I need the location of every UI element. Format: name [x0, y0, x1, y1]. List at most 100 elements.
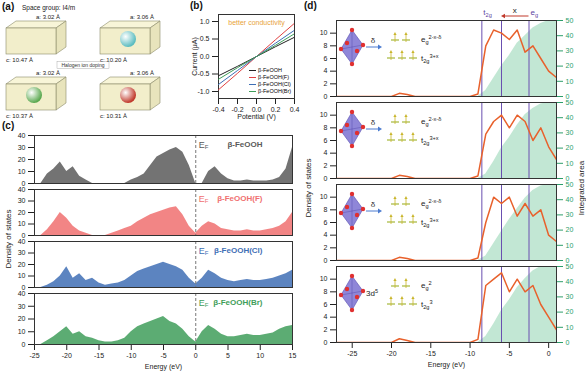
svg-text:2: 2	[324, 244, 328, 251]
svg-text:eg2: eg2	[421, 280, 432, 292]
svg-text:F: F	[205, 302, 209, 308]
svg-text:β-FeOOH(Cl): β-FeOOH(Cl)	[214, 246, 263, 255]
svg-text:40: 40	[18, 132, 26, 139]
svg-text:eg2-x-δ: eg2-x-δ	[421, 116, 441, 128]
svg-text:20: 20	[566, 308, 574, 315]
svg-text:10: 10	[320, 29, 328, 36]
svg-text:10: 10	[566, 78, 574, 85]
svg-text:eg: eg	[531, 8, 539, 18]
svg-text:10: 10	[256, 352, 264, 359]
svg-text:20: 20	[566, 62, 574, 69]
svg-text:F: F	[205, 250, 209, 256]
svg-text:c: 10.47 Å: c: 10.47 Å	[6, 57, 33, 63]
svg-text:10: 10	[320, 275, 328, 282]
svg-text:20: 20	[18, 315, 26, 322]
svg-text:4: 4	[324, 67, 328, 74]
svg-text:40: 40	[566, 278, 574, 285]
svg-text:0: 0	[324, 257, 328, 264]
svg-text:0: 0	[324, 175, 328, 182]
svg-text:a: 3.06 Å: a: 3.06 Å	[130, 70, 154, 76]
svg-text:β-FeOOH: β-FeOOH	[227, 140, 262, 149]
svg-text:10: 10	[566, 324, 574, 331]
svg-text:0: 0	[547, 350, 551, 357]
svg-text:β-FeOOH(Br): β-FeOOH(Br)	[213, 298, 263, 307]
svg-text:a: 3.02 Å: a: 3.02 Å	[36, 70, 60, 76]
svg-text:F: F	[205, 198, 209, 204]
svg-text:30: 30	[566, 47, 574, 54]
svg-text:2: 2	[324, 326, 328, 333]
svg-text:-15: -15	[426, 350, 436, 357]
svg-text:3d5: 3d5	[366, 288, 378, 298]
svg-text:-5: -5	[506, 350, 512, 357]
svg-text:30: 30	[18, 302, 26, 309]
svg-text:-15: -15	[94, 352, 104, 359]
svg-text:0.4: 0.4	[290, 106, 300, 113]
svg-text:-5: -5	[160, 352, 166, 359]
svg-text:4: 4	[324, 231, 328, 238]
svg-text:4: 4	[324, 313, 328, 320]
svg-text:1.0: 1.0	[200, 18, 210, 25]
svg-text:30: 30	[566, 129, 574, 136]
svg-text:40: 40	[566, 32, 574, 39]
svg-text:10: 10	[18, 220, 26, 227]
svg-text:20: 20	[18, 209, 26, 216]
svg-text:8: 8	[324, 288, 328, 295]
svg-text:-1.0: -1.0	[197, 88, 209, 95]
svg-text:better conductivity: better conductivity	[228, 19, 285, 27]
svg-text:30: 30	[18, 249, 26, 256]
svg-text:t2g3+x: t2g3+x	[421, 135, 439, 147]
svg-text:15: 15	[289, 352, 297, 359]
svg-text:Energy (eV): Energy (eV)	[145, 363, 182, 371]
svg-text:40: 40	[566, 196, 574, 203]
svg-text:40: 40	[18, 186, 26, 193]
svg-text:δ: δ	[371, 118, 376, 127]
svg-text:6: 6	[324, 55, 328, 62]
svg-text:20: 20	[18, 261, 26, 268]
svg-text:50: 50	[566, 263, 574, 270]
svg-text:10: 10	[18, 272, 26, 279]
svg-text:-10: -10	[126, 352, 136, 359]
svg-text:5: 5	[226, 352, 230, 359]
svg-text:0: 0	[22, 341, 26, 348]
svg-text:2: 2	[324, 80, 328, 87]
svg-text:40: 40	[18, 238, 26, 245]
svg-text:8: 8	[324, 42, 328, 49]
svg-text:eg2-x-δ: eg2-x-δ	[421, 198, 441, 210]
svg-text:Halogen ion doping: Halogen ion doping	[61, 62, 104, 68]
svg-text:0: 0	[324, 339, 328, 346]
svg-text:0: 0	[566, 339, 570, 346]
svg-text:6: 6	[324, 219, 328, 226]
svg-text:20: 20	[566, 144, 574, 151]
svg-text:Energy (eV): Energy (eV)	[428, 361, 465, 369]
svg-text:30: 30	[566, 211, 574, 218]
svg-text:6: 6	[324, 137, 328, 144]
svg-text:0: 0	[194, 352, 198, 359]
svg-text:-0.4: -0.4	[212, 106, 224, 113]
svg-text:10: 10	[18, 328, 26, 335]
svg-text:0.5: 0.5	[200, 35, 210, 42]
svg-text:F: F	[205, 144, 209, 150]
svg-text:-20: -20	[386, 350, 396, 357]
svg-text:δ: δ	[371, 200, 376, 209]
svg-text:c: 10.37 Å: c: 10.37 Å	[6, 113, 33, 119]
svg-text:-25: -25	[29, 352, 39, 359]
svg-text:30: 30	[566, 293, 574, 300]
svg-text:eg2-x-δ: eg2-x-δ	[421, 34, 441, 46]
svg-text:0.0: 0.0	[200, 53, 210, 60]
svg-text:Current (μA): Current (μA)	[191, 37, 199, 76]
svg-text:a: 3.02 Å: a: 3.02 Å	[36, 14, 60, 20]
svg-text:-20: -20	[62, 352, 72, 359]
svg-text:40: 40	[18, 290, 26, 297]
svg-text:50: 50	[566, 99, 574, 106]
svg-text:50: 50	[566, 181, 574, 188]
svg-text:8: 8	[324, 124, 328, 131]
svg-text:20: 20	[566, 226, 574, 233]
svg-text:a: 3.06 Å: a: 3.06 Å	[130, 14, 154, 20]
svg-text:(a): (a)	[2, 1, 14, 12]
svg-text:-25: -25	[347, 350, 357, 357]
svg-text:-0.5: -0.5	[197, 70, 209, 77]
svg-text:x: x	[513, 6, 517, 15]
svg-text:β-FeOOH(F): β-FeOOH(F)	[217, 194, 263, 203]
svg-text:4: 4	[324, 149, 328, 156]
svg-text:2: 2	[324, 162, 328, 169]
